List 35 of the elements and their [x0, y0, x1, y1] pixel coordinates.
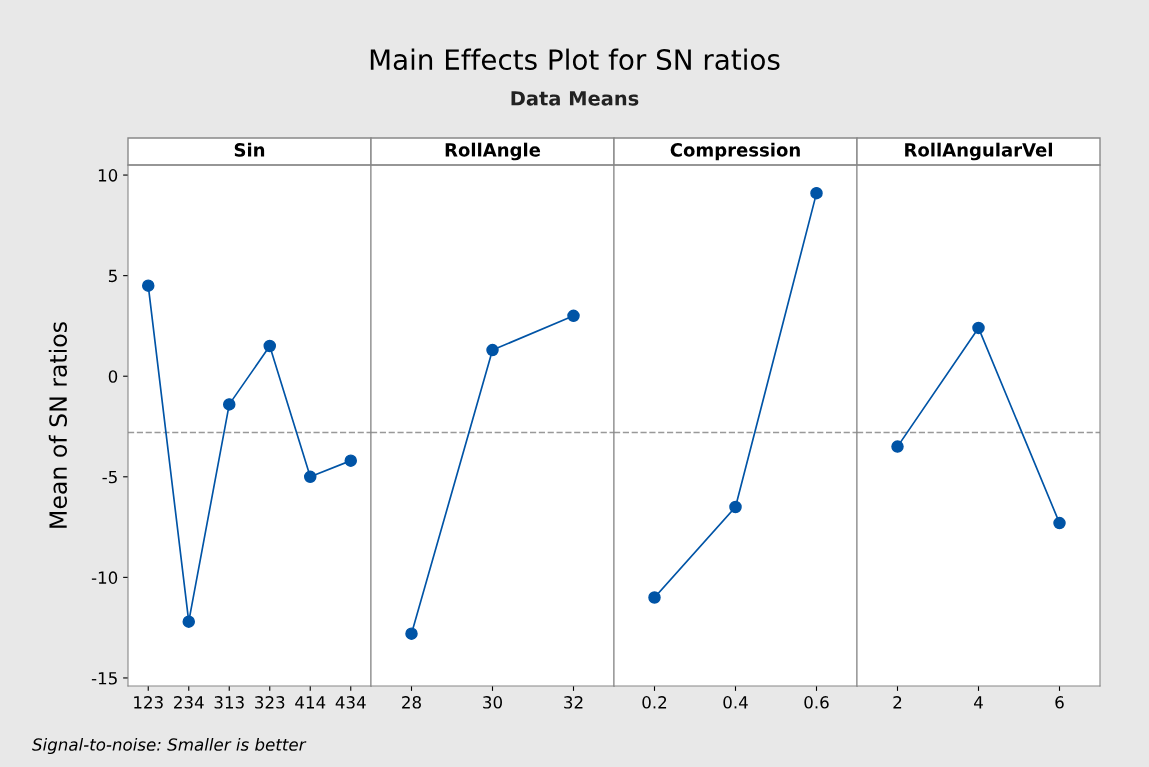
chart-title: RollAngularVel — [905, 142, 1052, 161]
chart-title: Compression — [670, 142, 800, 161]
y-tick-label: 0 — [108, 370, 118, 383]
y-axis-title: Mean of SN ratios — [48, 322, 68, 528]
y-tick-label: 10 — [98, 169, 118, 182]
y-tick-label: -10 — [91, 571, 118, 584]
x-tick-label: 323 — [255, 696, 285, 709]
text: Main Effects Plot for SN ratios — [370, 48, 780, 71]
x-tick-label: 6 — [1055, 696, 1064, 709]
point — [182, 615, 196, 628]
chart-title: RollAngle — [445, 142, 541, 161]
point — [263, 339, 277, 353]
x-tick-label: 414 — [295, 696, 326, 709]
x-tick-label: 0.2 — [642, 696, 667, 709]
text: Data Means — [511, 91, 639, 106]
text: Signal-to-noise: Smaller is better — [32, 737, 307, 755]
x-tick-label: 2 — [893, 696, 902, 709]
x-tick-label: 434 — [335, 696, 366, 709]
x-tick-label: 0.4 — [723, 696, 748, 709]
x-tick-label: 32 — [564, 696, 583, 709]
point — [141, 279, 155, 292]
y-tick-label: -15 — [91, 672, 117, 685]
point — [344, 454, 358, 467]
point — [303, 470, 317, 484]
x-tick-label: 4 — [974, 696, 983, 709]
y-tick-label: -5 — [102, 470, 117, 484]
point — [222, 398, 236, 411]
x-tick-label: 28 — [402, 696, 421, 709]
x-tick-label: 234 — [174, 696, 204, 709]
chart-title: Sin — [234, 142, 265, 157]
x-tick-label: 30 — [483, 696, 502, 709]
x-tick-label: 0.6 — [804, 696, 829, 709]
x-tick-label: 123 — [134, 696, 163, 709]
x-tick-label: 313 — [214, 696, 244, 709]
y-tick-label: 5 — [108, 269, 117, 283]
